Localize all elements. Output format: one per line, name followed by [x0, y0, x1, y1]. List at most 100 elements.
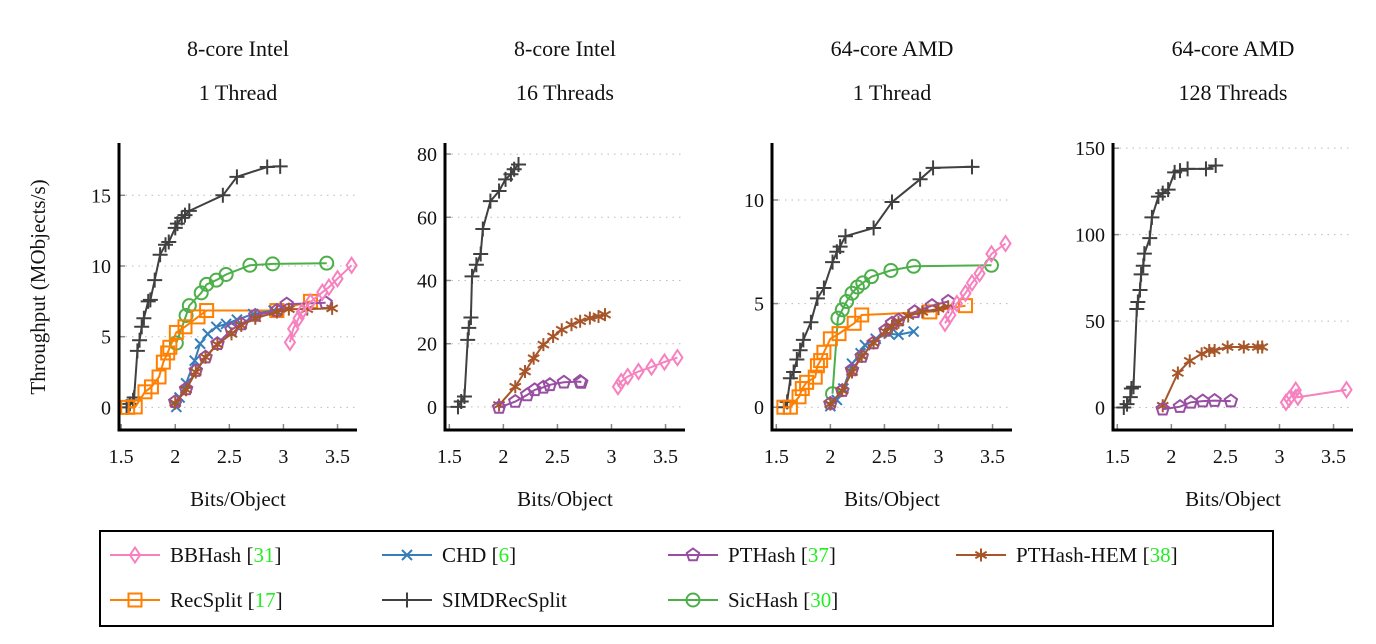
axes — [117, 143, 357, 432]
data-point — [127, 399, 143, 415]
data-point — [866, 220, 882, 236]
data-point — [836, 384, 849, 398]
data-point — [950, 294, 964, 313]
x-icon — [401, 549, 413, 561]
series-simdrecsplit — [450, 156, 527, 415]
legend: BBHash [31] CHD [6] PTHash [37] PTHash-HEM … — [99, 530, 1274, 627]
data-point — [556, 374, 572, 389]
series-line — [175, 262, 327, 344]
x-tick-label: 2 — [170, 446, 180, 468]
citation-link[interactable]: 38 — [1150, 543, 1171, 567]
x-axis-label: Bits/Object — [190, 487, 286, 511]
data-point — [816, 280, 832, 296]
data-point — [846, 315, 862, 331]
y-tick-label: 5 — [101, 327, 111, 349]
data-point — [242, 257, 258, 273]
x-tick-label: 1.5 — [437, 446, 462, 468]
x-tick-label: 1.5 — [109, 446, 134, 468]
data-point — [345, 255, 358, 275]
data-point — [527, 351, 540, 365]
data-point — [1171, 366, 1184, 380]
cite-close: ] — [1171, 543, 1178, 567]
data-point — [120, 399, 136, 415]
legend-name: RecSplit — [170, 588, 242, 612]
data-point — [162, 339, 178, 355]
data-point — [884, 194, 900, 210]
data-point — [132, 332, 148, 348]
subplot-2: 8-core Intel 16 Threads 0 20 40 60 80 1.5 2 2.5 3 3… — [417, 36, 685, 511]
data-point — [519, 387, 535, 402]
subplot-title-line: 128 Threads — [1179, 80, 1288, 105]
data-point — [202, 328, 214, 340]
legend-name: SicHash — [728, 588, 798, 612]
data-point — [460, 332, 476, 348]
citation-link[interactable]: 17 — [255, 588, 276, 612]
data-point — [925, 160, 941, 176]
series-line — [457, 163, 520, 408]
data-point — [824, 397, 837, 411]
subplot-title-line: 16 Threads — [516, 80, 614, 105]
data-point — [282, 302, 295, 316]
plus-icon — [399, 592, 415, 608]
cite-open: [ — [242, 588, 254, 612]
data-point — [199, 350, 212, 364]
data-point — [795, 332, 811, 348]
legend-label: BBHash [31] — [170, 543, 281, 567]
data-point — [322, 277, 336, 297]
series-simdrecsplit — [1116, 157, 1224, 416]
series-bbhash — [938, 234, 1012, 333]
data-point — [809, 290, 825, 306]
data-point — [786, 364, 802, 380]
data-point — [807, 369, 823, 385]
data-point — [658, 352, 671, 372]
citation-link[interactable]: 37 — [808, 543, 829, 567]
data-point — [831, 326, 847, 342]
y-tick-label: 5 — [754, 294, 764, 316]
x-axis-label: Bits/Object — [1185, 487, 1281, 511]
data-point — [142, 292, 158, 308]
cite-close: ] — [829, 543, 836, 567]
y-tick-label: 100 — [1075, 225, 1105, 247]
data-point — [1289, 380, 1302, 400]
x-tick-label: 1.5 — [764, 446, 789, 468]
data-point — [143, 379, 159, 395]
axes — [1111, 143, 1353, 432]
series-pthash-hem — [169, 301, 339, 410]
data-point — [167, 220, 183, 236]
y-tick-label: 50 — [1085, 311, 1105, 333]
cite-open: [ — [798, 588, 810, 612]
cite-close: ] — [509, 543, 516, 567]
legend-label: CHD [6] — [442, 543, 516, 567]
subplot-title-line: 64-core AMD — [831, 36, 954, 61]
x-tick-label: 2.5 — [872, 446, 897, 468]
legend-name: PTHash-HEM — [1016, 543, 1138, 567]
data-point — [959, 283, 972, 303]
x-axis-label: Bits/Object — [517, 487, 613, 511]
data-point — [518, 365, 532, 379]
citation-link[interactable]: 31 — [253, 543, 274, 567]
data-point — [272, 158, 288, 174]
asterisk-icon — [974, 548, 988, 562]
data-point — [189, 355, 201, 367]
data-point — [645, 357, 658, 377]
data-point — [813, 353, 829, 369]
citation-link[interactable]: 6 — [499, 543, 510, 567]
data-point — [1130, 294, 1146, 310]
x-tick-label: 3.5 — [325, 446, 350, 468]
data-point — [468, 257, 484, 273]
citation-link[interactable]: 30 — [810, 588, 831, 612]
data-point — [838, 228, 854, 244]
x-tick-label: 1.5 — [1105, 446, 1130, 468]
circle-icon — [685, 592, 701, 608]
cite-open: [ — [796, 543, 808, 567]
data-point — [1133, 266, 1149, 282]
legend-item-recsplit: RecSplit [17] — [110, 588, 283, 612]
data-point — [973, 264, 986, 283]
legend-label: PTHash-HEM [38] — [1016, 543, 1178, 567]
data-point — [194, 338, 206, 350]
series-bbhash — [283, 255, 358, 352]
x-tick-label: 3.5 — [980, 446, 1005, 468]
x-tick-label: 2.5 — [545, 446, 570, 468]
legend-name: PTHash — [728, 543, 796, 567]
data-point — [944, 305, 957, 325]
